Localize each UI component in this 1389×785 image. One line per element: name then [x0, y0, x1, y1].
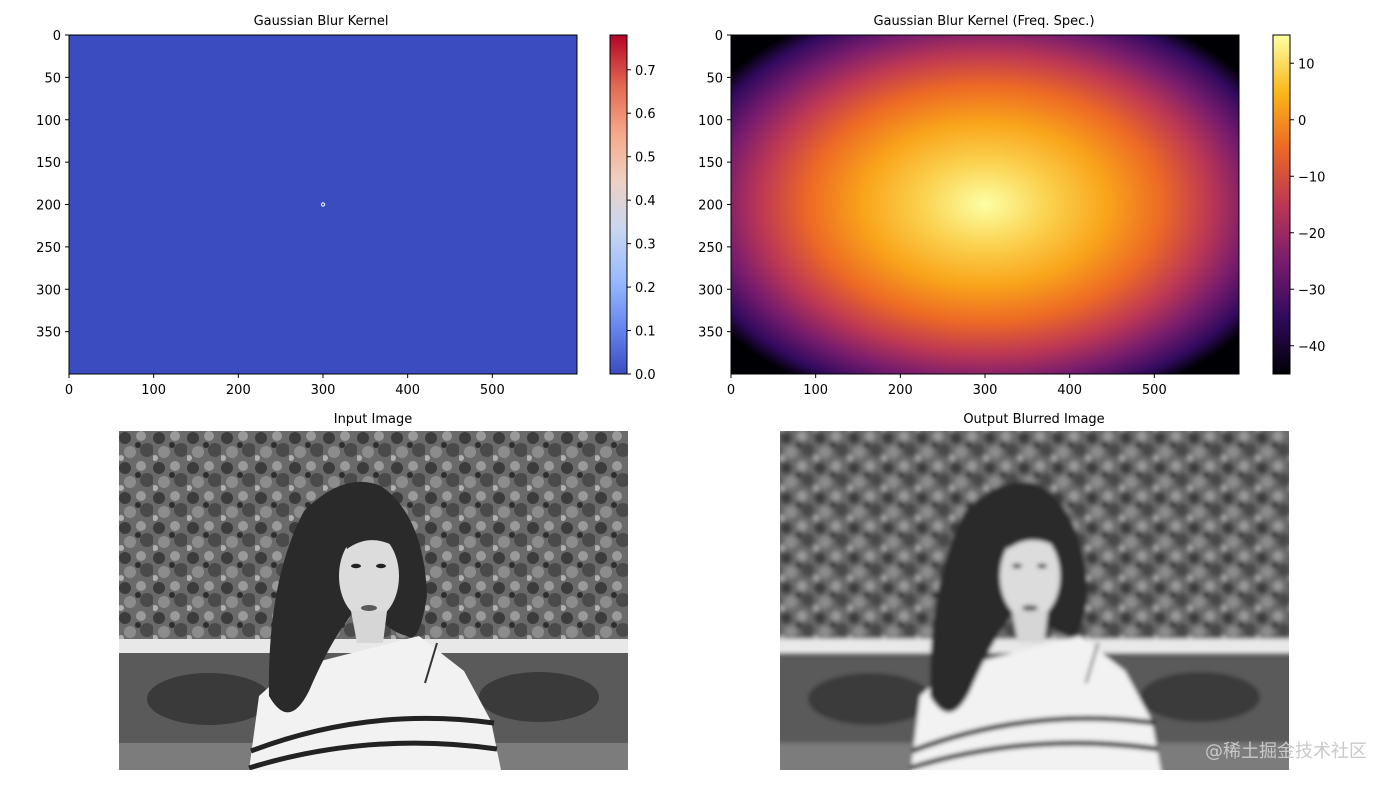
colorbar-tick-label: 0.0	[635, 368, 656, 383]
y-tick-label: 50	[706, 71, 723, 86]
x-tick-label: 200	[888, 383, 913, 398]
colorbar-tick-label: 0.7	[635, 64, 656, 79]
y-tick-label: 350	[698, 326, 723, 341]
kernel-title: Gaussian Blur Kernel	[254, 14, 389, 29]
spectrum-colorbar-ticks: 10 0 −10 −20 −30 −40	[1290, 57, 1325, 355]
output-image-title: Output Blurred Image	[963, 412, 1104, 427]
y-tick-label: 150	[36, 156, 61, 171]
x-tick-label: 200	[226, 383, 251, 398]
x-tick-label: 100	[803, 383, 828, 398]
kernel-axes: 0 100 200 300 400 500 0 50 100 150 200 250 300 350	[36, 29, 505, 398]
y-tick-label: 50	[44, 71, 61, 86]
kernel-peak-mark	[320, 202, 326, 207]
colorbar-tick-label: −30	[1298, 283, 1325, 298]
y-tick-label: 200	[36, 199, 61, 214]
colorbar-tick-label: −40	[1298, 340, 1325, 355]
x-tick-label: 400	[395, 383, 420, 398]
y-tick-label: 0	[53, 29, 61, 44]
y-tick-label: 100	[698, 114, 723, 129]
y-tick-label: 350	[36, 326, 61, 341]
kernel-panel: Gaussian Blur Kernel 0 100 200 300 400 500 0 50…	[36, 14, 656, 398]
spectrum-colorbar	[1272, 34, 1291, 375]
x-tick-label: 500	[480, 383, 505, 398]
kernel-colorbar-ticks: 0.0 0.1 0.2 0.3 0.4 0.5 0.6 0.7	[627, 64, 656, 383]
colorbar-tick-label: 10	[1298, 57, 1315, 72]
spectrum-heatmap	[731, 35, 1239, 374]
y-tick-label: 150	[698, 156, 723, 171]
x-tick-label: 0	[65, 383, 73, 398]
y-tick-label: 300	[698, 283, 723, 298]
x-tick-label: 300	[311, 383, 336, 398]
input-image	[119, 431, 628, 770]
x-tick-label: 300	[973, 383, 998, 398]
colorbar-tick-label: 0.3	[635, 238, 656, 253]
input-image-panel: Input Image	[119, 412, 628, 770]
colorbar-tick-label: −10	[1298, 170, 1325, 185]
output-image-panel: Output Blurred Image	[780, 412, 1289, 770]
x-tick-label: 100	[141, 383, 166, 398]
watermark-text: @稀土掘金技术社区	[1205, 741, 1367, 762]
colorbar-tick-label: 0	[1298, 114, 1306, 129]
colorbar-tick-label: 0.5	[635, 151, 656, 166]
y-tick-label: 100	[36, 114, 61, 129]
kernel-colorbar	[609, 34, 628, 375]
spectrum-panel: Gaussian Blur Kernel (Freq. Spec.) 0 100 2…	[698, 14, 1325, 398]
colorbar-tick-label: 0.6	[635, 107, 656, 122]
x-tick-label: 400	[1057, 383, 1082, 398]
colorbar-tick-label: 0.4	[635, 194, 656, 209]
x-tick-label: 0	[727, 383, 735, 398]
spectrum-axes: 0 100 200 300 400 500 0 50 100 150 200 250 300 350	[698, 29, 1167, 398]
output-blurred-image	[780, 431, 1289, 770]
colorbar-tick-label: 0.1	[635, 325, 656, 340]
y-tick-label: 200	[698, 199, 723, 214]
colorbar-tick-label: −20	[1298, 227, 1325, 242]
spectrum-title: Gaussian Blur Kernel (Freq. Spec.)	[873, 14, 1094, 29]
y-tick-label: 250	[36, 241, 61, 256]
colorbar-tick-label: 0.2	[635, 281, 656, 296]
x-tick-label: 500	[1142, 383, 1167, 398]
y-tick-label: 300	[36, 283, 61, 298]
input-image-title: Input Image	[334, 412, 413, 427]
y-tick-label: 250	[698, 241, 723, 256]
y-tick-label: 0	[715, 29, 723, 44]
